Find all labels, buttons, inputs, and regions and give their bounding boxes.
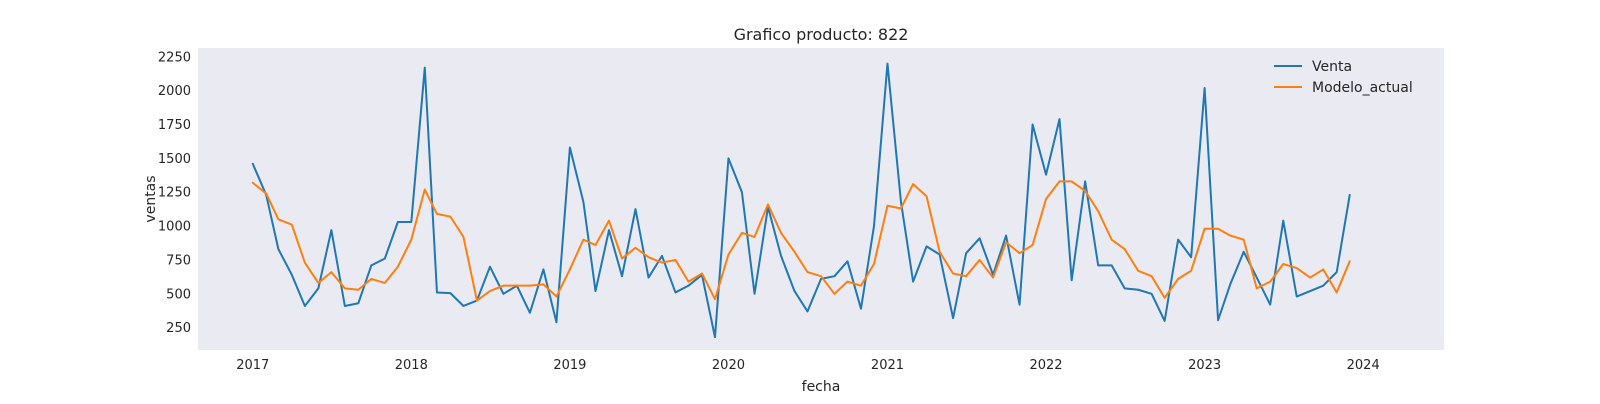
series-line-venta xyxy=(251,62,1351,339)
y-tick-label: 1000 xyxy=(158,220,191,235)
y-tick-label: 750 xyxy=(166,253,191,268)
legend-label: Modelo_actual xyxy=(1312,80,1413,96)
x-tick-label: 2017 xyxy=(236,358,269,373)
y-axis-ticks: 250 500 750 1000 1250 1500 1750 2000 2250 xyxy=(158,50,191,336)
x-tick-label: 2018 xyxy=(395,358,428,373)
x-tick-label: 2021 xyxy=(871,358,904,373)
x-axis-ticks: 2017 2018 2019 2020 2021 2022 2023 2024 xyxy=(236,358,1380,373)
legend-label: Venta xyxy=(1312,59,1352,75)
legend: Venta Modelo_actual xyxy=(1274,59,1413,96)
y-axis-label: ventas xyxy=(143,175,159,222)
x-tick-label: 2020 xyxy=(712,358,745,373)
x-tick-label: 2022 xyxy=(1029,358,1062,373)
series-line-modelo-actual xyxy=(251,180,1351,302)
series-layer xyxy=(251,62,1351,339)
x-tick-label: 2023 xyxy=(1188,358,1221,373)
plot-background xyxy=(198,48,1444,350)
y-tick-label: 1500 xyxy=(158,152,191,167)
x-tick-label: 2019 xyxy=(553,358,586,373)
y-tick-label: 1250 xyxy=(158,186,191,201)
x-tick-label: 2024 xyxy=(1347,358,1380,373)
chart-title: Grafico producto: 822 xyxy=(734,25,909,44)
y-tick-label: 500 xyxy=(166,287,191,302)
y-tick-label: 1750 xyxy=(158,118,191,133)
y-tick-label: 250 xyxy=(166,321,191,336)
x-axis-label: fecha xyxy=(802,379,841,395)
y-tick-label: 2250 xyxy=(158,50,191,65)
y-tick-label: 2000 xyxy=(158,84,191,99)
